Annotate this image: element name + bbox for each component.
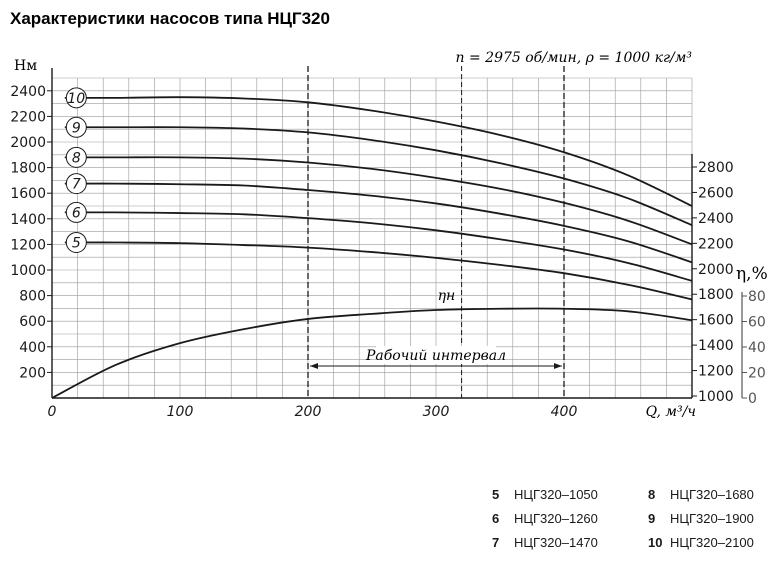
curve-label: 6: [72, 205, 81, 221]
right-tick-label: 2400: [698, 211, 734, 227]
legend-number: 6: [492, 511, 500, 526]
curve-label: 10: [67, 91, 85, 107]
legend-item: 9 НЦГ320–1900: [648, 511, 754, 526]
right-tick-label: 2800: [698, 160, 734, 176]
y-tick-label: 2000: [10, 135, 46, 151]
curve-label-circle: [65, 146, 87, 168]
x-tick-label: 0: [48, 404, 57, 420]
chart-title: Характеристики насосов типа НЦГ320: [10, 9, 330, 28]
legend-model: НЦГ320–1260: [514, 511, 598, 526]
y-axis-label: Hм: [14, 58, 37, 74]
head-curve-5: [64, 241, 693, 301]
working-range-label: Рабочий интервал: [365, 348, 506, 364]
y-tick-label: 600: [19, 314, 46, 330]
curve-label-circle: [65, 173, 87, 195]
right-tick-label: 2600: [698, 185, 734, 201]
efficiency-curve: [51, 307, 693, 399]
curve-label-circle: [65, 87, 87, 109]
tick-labels: 2004006008001000120014001600180020002200…: [10, 84, 765, 420]
legend-item: 7 НЦГ320–1470: [492, 535, 598, 550]
eff-tick-label: 80: [748, 289, 766, 305]
x-tick-label: 400: [551, 404, 578, 420]
eff-tick-label: 20: [748, 366, 766, 382]
legend-number: 5: [492, 487, 500, 502]
y-tick-label: 1600: [10, 186, 46, 202]
eff-axis-label: η,%: [736, 264, 768, 284]
y-tick-label: 1400: [10, 212, 46, 228]
legend-model: НЦГ320–1900: [670, 511, 754, 526]
annotations: Рабочий интервал ηн: [307, 66, 565, 398]
right-tick-label: 1200: [698, 364, 734, 380]
right-tick-label: 1600: [698, 313, 734, 329]
y-tick-label: 1000: [10, 263, 46, 279]
arrow-head-right: [554, 363, 562, 369]
head-curve-8: [64, 156, 693, 246]
axes: [51, 68, 743, 399]
x-tick-label: 300: [423, 404, 450, 420]
legend-model: НЦГ320–2100: [670, 535, 754, 550]
y-tick-label: 2200: [10, 109, 46, 125]
eff-tick-label: 0: [748, 391, 757, 407]
right-tick-label: 2000: [698, 262, 734, 278]
head-curve-7: [64, 182, 693, 264]
y-tick-label: 400: [19, 340, 46, 356]
y-tick-label: 2400: [10, 84, 46, 100]
conditions-label: n = 2975 об/мин, ρ = 1000 кг/м³: [456, 50, 693, 66]
legend-item: 5 НЦГ320–1050: [492, 487, 598, 502]
legend-model: НЦГ320–1050: [514, 487, 598, 502]
curve-label-circle: [65, 231, 87, 253]
y-tick-label: 800: [19, 289, 46, 305]
legend-number: 10: [648, 535, 663, 550]
head-curve-6: [64, 211, 693, 282]
curve-label: 7: [72, 177, 81, 193]
right-tick-label: 1800: [698, 287, 734, 303]
right-tick-label: 1400: [698, 338, 734, 354]
curve-label-circle: [65, 201, 87, 223]
y-tick-label: 1800: [10, 161, 46, 177]
series-layer: 5 6 7 8 9 10: [51, 87, 693, 399]
y-tick-label: 1200: [10, 237, 46, 253]
legend-number: 9: [648, 511, 656, 526]
right-tick-label: 2200: [698, 236, 734, 252]
nominal-efficiency-label: ηн: [438, 288, 456, 304]
x-tick-label: 100: [167, 404, 194, 420]
eff-tick-label: 40: [748, 340, 766, 356]
curve-label: 9: [72, 120, 81, 136]
curve-label: 8: [72, 150, 81, 166]
x-axis-label: Q, м³/ч: [646, 404, 696, 420]
curve-label: 5: [72, 235, 81, 251]
curve-label-circle: [65, 116, 87, 138]
legend-item: 10 НЦГ320–2100: [648, 535, 754, 550]
legend-number: 8: [648, 487, 656, 502]
legend-item: 6 НЦГ320–1260: [492, 511, 598, 526]
pump-chart: Характеристики насосов типа НЦГ320 n = 2…: [10, 9, 768, 420]
legend-model: НЦГ320–1470: [514, 535, 598, 550]
y-tick-label: 200: [19, 365, 46, 381]
legend-number: 7: [492, 535, 500, 550]
working-range-label-bg: [376, 346, 496, 364]
right-tick-label: 1000: [698, 389, 734, 405]
legend-model: НЦГ320–1680: [670, 487, 754, 502]
arrow-head-left: [310, 363, 318, 369]
x-tick-label: 200: [295, 404, 322, 420]
head-curve-9: [64, 126, 693, 227]
eff-tick-label: 60: [748, 315, 766, 331]
head-curve-10: [64, 96, 693, 207]
grid: [51, 77, 693, 399]
legend-item: 8 НЦГ320–1680: [648, 487, 754, 502]
